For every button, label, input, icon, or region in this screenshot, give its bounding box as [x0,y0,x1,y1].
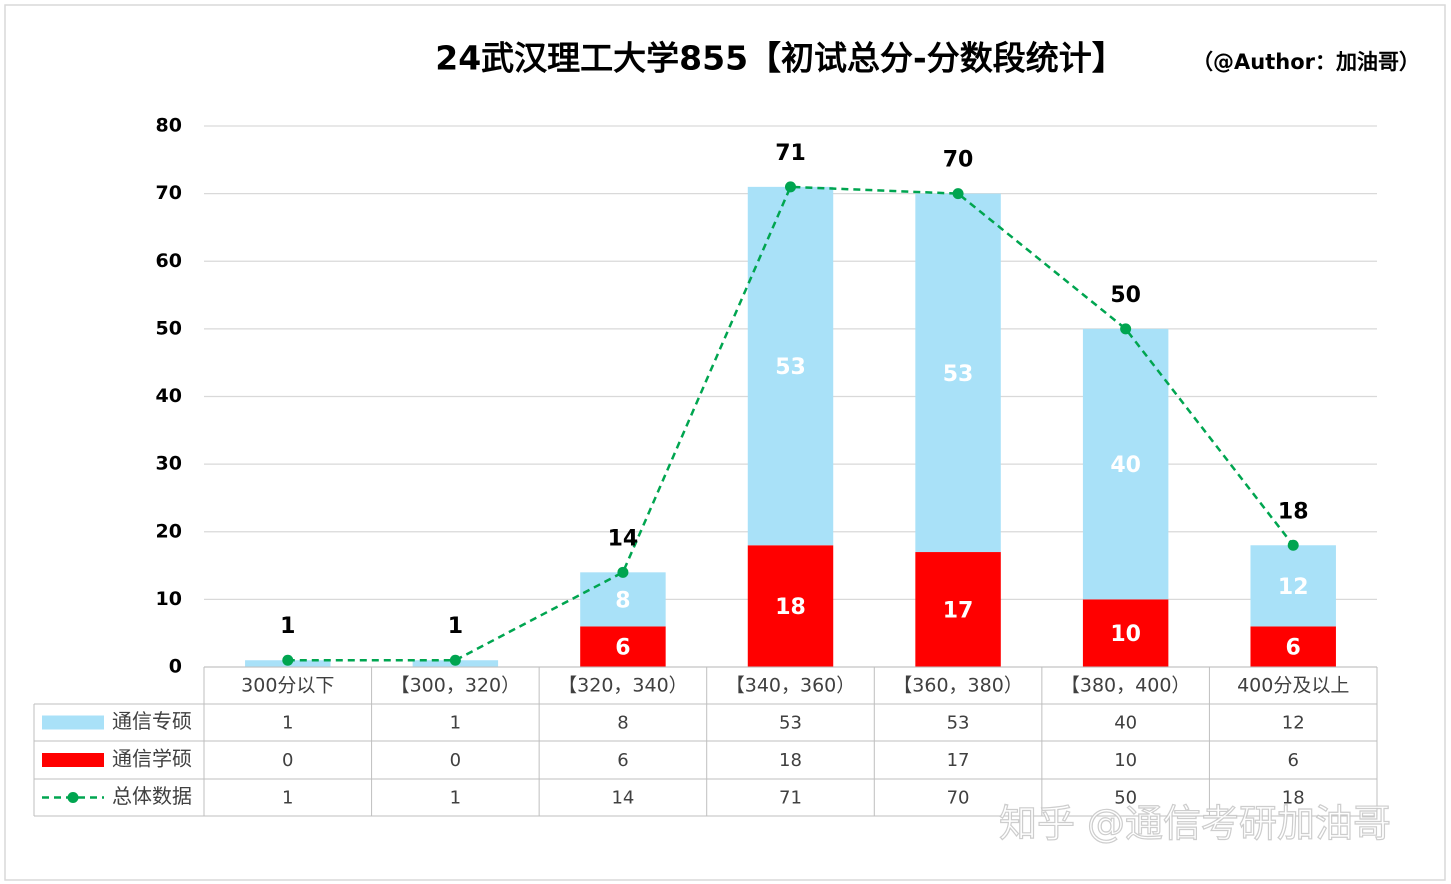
table-cell: 12 [1282,713,1305,734]
y-tick-label: 60 [156,250,182,272]
bar-value-label: 12 [1278,575,1309,600]
watermark: 知乎 @通信考研加油哥 [999,802,1391,846]
table-cell: 6 [617,750,628,771]
table-cell: 0 [282,750,293,771]
x-tick-label: 300分以下 [241,675,334,697]
line-value-label: 14 [608,526,639,551]
chart-title: 24武汉理工大学855【初试总分-分数段统计】 [435,39,1125,78]
bar-segment [747,545,834,667]
legend-label: 通信专硕 [112,709,192,733]
bar-value-label: 53 [775,355,806,380]
table-cell: 1 [282,788,293,809]
x-tick-label: 【340，360） [726,675,856,697]
y-tick-label: 40 [156,385,182,407]
legend-label: 通信学硕 [112,747,192,771]
bar-value-label: 6 [615,636,630,661]
x-tick-label: 【360，380） [893,675,1023,697]
table-cell: 18 [779,750,802,771]
line-point [282,654,294,666]
line-value-label: 1 [280,614,295,639]
table-cell: 1 [450,713,461,734]
x-tick-label: 【380，400） [1061,675,1191,697]
y-tick-label: 80 [156,115,182,137]
line-point [1120,323,1132,335]
bar-value-label: 6 [1286,636,1301,661]
line-point [449,654,461,666]
line-value-label: 70 [943,148,974,173]
table-cell: 40 [1114,713,1137,734]
legend-key [42,715,104,730]
line-point [785,181,796,193]
line-point [1287,539,1299,551]
legend-key [42,753,104,767]
bar-segment [915,552,1001,667]
bar-value-label: 53 [943,362,974,387]
y-tick-label: 30 [156,453,182,475]
table-cell: 71 [779,788,802,809]
bar-segment [580,572,666,627]
y-tick-label: 10 [156,588,182,610]
line-point [617,566,629,578]
line-value-label: 1 [448,614,463,639]
bar-value-label: 17 [943,599,974,624]
bar-segment [580,626,666,667]
line-value-label: 50 [1110,283,1141,308]
bar-segment [1082,599,1169,667]
chart-border [4,4,1446,881]
bar-segment [1250,545,1336,627]
table-cell: 53 [779,713,802,734]
bar-segment [915,193,1001,553]
table-cell: 50 [1114,788,1137,809]
table-cell: 8 [617,713,628,734]
bar-value-label: 10 [1110,622,1141,647]
table-cell: 0 [450,750,461,771]
bar-segment [1082,328,1169,600]
bar-segment [1250,626,1336,667]
legend-label: 总体数据 [112,784,192,808]
y-tick-label: 20 [156,520,182,542]
table-cell: 1 [282,713,293,734]
x-tick-label: 【300，320） [391,675,521,697]
table-cell: 17 [947,750,970,771]
table-cell: 53 [947,713,970,734]
table-cell: 6 [1287,750,1298,771]
table-cell: 1 [450,788,461,809]
table-cell: 10 [1114,750,1137,771]
line-value-label: 18 [1278,499,1309,524]
y-tick-label: 0 [169,656,182,678]
x-tick-label: 【320，340） [558,675,688,697]
bar-value-label: 18 [775,595,806,620]
y-tick-label: 50 [156,317,182,339]
bar-value-label: 40 [1110,453,1141,478]
table-cell: 18 [1282,788,1305,809]
legend-key [67,792,79,803]
bar-value-label: 8 [615,588,630,613]
line-value-label: 71 [775,141,806,166]
table-cell: 70 [947,788,970,809]
line-point [952,188,964,200]
y-tick-label: 70 [156,182,182,204]
x-tick-label: 400分及以上 [1237,675,1349,697]
chart-subtitle: （@Author：加油哥） [1192,50,1420,74]
table-cell: 14 [611,788,634,809]
bar-segment [747,186,834,546]
